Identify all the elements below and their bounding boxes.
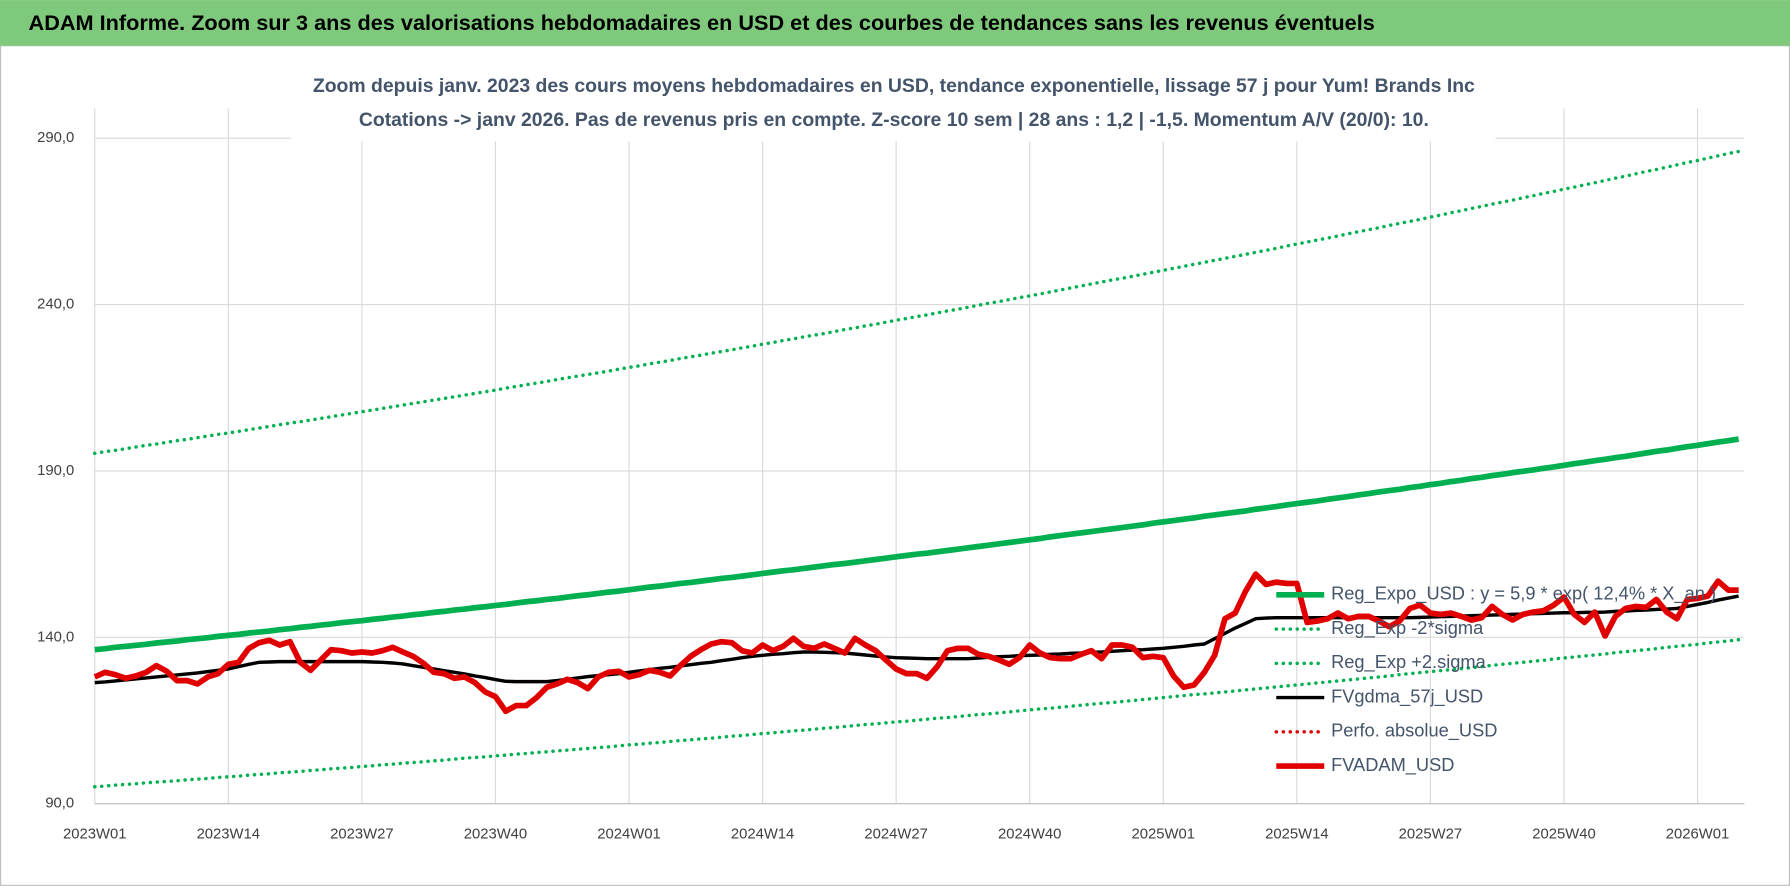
x-tick-label: 2025W14 <box>1265 826 1328 842</box>
x-tick-label: 2026W01 <box>1666 826 1729 842</box>
x-tick-label: 2023W40 <box>464 826 527 842</box>
x-tick-label: 2023W01 <box>63 826 126 842</box>
chart-frame <box>0 45 1790 886</box>
x-tick-label: 2025W01 <box>1132 826 1195 842</box>
legend-label: Reg_Exp -2*sigma <box>1331 617 1484 639</box>
x-tick-label: 2024W01 <box>597 826 660 842</box>
x-tick-label: 2024W27 <box>864 826 927 842</box>
series-line <box>93 149 1741 456</box>
legend-label: FVgdma_57j_USD <box>1331 685 1483 707</box>
legend-label: Perfo. absolue_USD <box>1331 720 1497 742</box>
title-box <box>291 66 1496 142</box>
series-line <box>93 571 1739 715</box>
plot <box>93 149 1741 789</box>
y-tick-label: 140,0 <box>37 629 74 645</box>
legend: Reg_Expo_USD : y = 5,9 * exp( 12,4% * X_… <box>1274 583 1716 776</box>
header-bar <box>0 0 1790 46</box>
y-tick-label: 190,0 <box>37 463 74 479</box>
x-tick-label: 2025W40 <box>1532 826 1595 842</box>
series-line <box>94 436 1740 653</box>
x-tick-label: 2023W14 <box>197 826 260 842</box>
y-tick-label: 240,0 <box>37 297 74 313</box>
x-tick-label: 2024W14 <box>731 826 794 842</box>
x-tick-label: 2025W27 <box>1399 826 1462 842</box>
header-title: ADAM Informe. Zoom sur 3 ans des valoris… <box>29 10 1375 35</box>
x-tick-label: 2024W40 <box>998 826 1061 842</box>
y-tick-label: 90,0 <box>45 796 74 812</box>
legend-label: Reg_Exp +2.sigma <box>1331 651 1487 673</box>
legend-label: Reg_Expo_USD : y = 5,9 * exp( 12,4% * X_… <box>1331 583 1716 605</box>
chart-title: Zoom depuis janv. 2023 des cours moyens … <box>313 75 1475 97</box>
chart-subtitle: Cotations -> janv 2026. Pas de revenus p… <box>359 109 1429 131</box>
x-tick-label: 2023W27 <box>330 826 393 842</box>
y-tick-label: 290,0 <box>37 130 74 146</box>
legend-label: FVADAM_USD <box>1331 754 1454 776</box>
